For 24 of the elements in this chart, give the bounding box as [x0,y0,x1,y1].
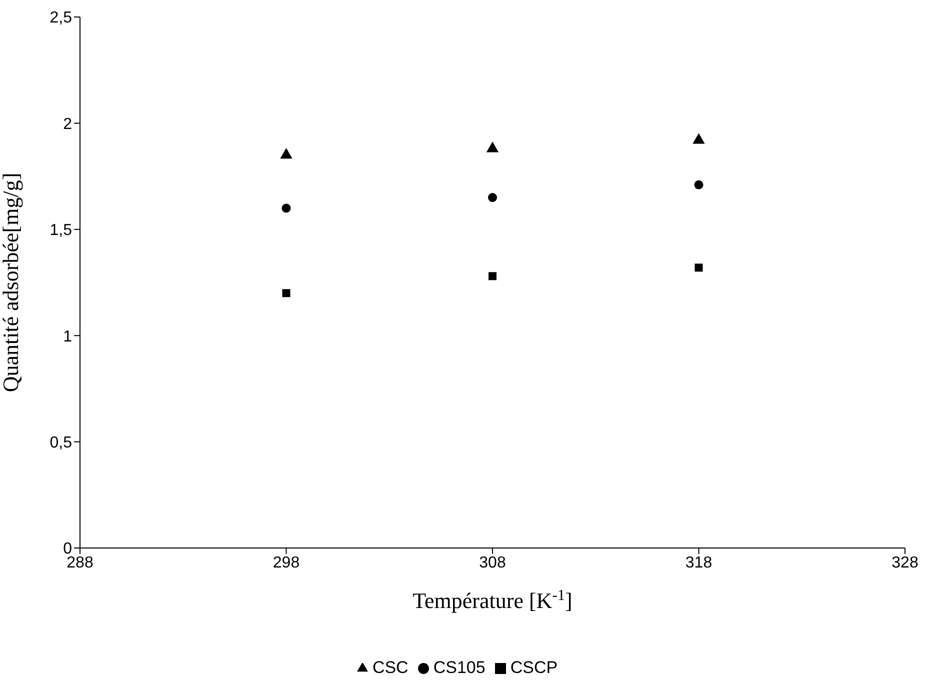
point [694,180,704,190]
legend-label: CSC [372,658,408,677]
point [280,148,292,159]
point [488,193,498,202]
point [694,264,703,272]
legend-label: CSCP [510,658,558,677]
point [488,272,496,280]
point [282,204,291,213]
y-tick-label: 0,5 [50,434,72,452]
y-axis-title: Quantité adsorbée[mg/g] [0,172,23,392]
y-tick-label: 1,5 [50,222,72,240]
point [486,142,499,152]
x-tick-label: 308 [479,554,506,572]
x-tick-label: 288 [66,554,94,572]
y-tick-label: 1 [63,328,72,346]
y-tick-label: 2,5 [50,10,72,27]
y-tick-label: 2 [63,116,72,133]
x-tick-label: 298 [272,554,300,572]
legend-label: CS105 [433,658,486,677]
point [692,133,705,144]
point [282,289,290,298]
x-axis-title: Température [K$^{-1}$] [412,586,572,613]
x-tick-label: 318 [685,554,712,572]
x-tick-label: 328 [892,554,918,572]
